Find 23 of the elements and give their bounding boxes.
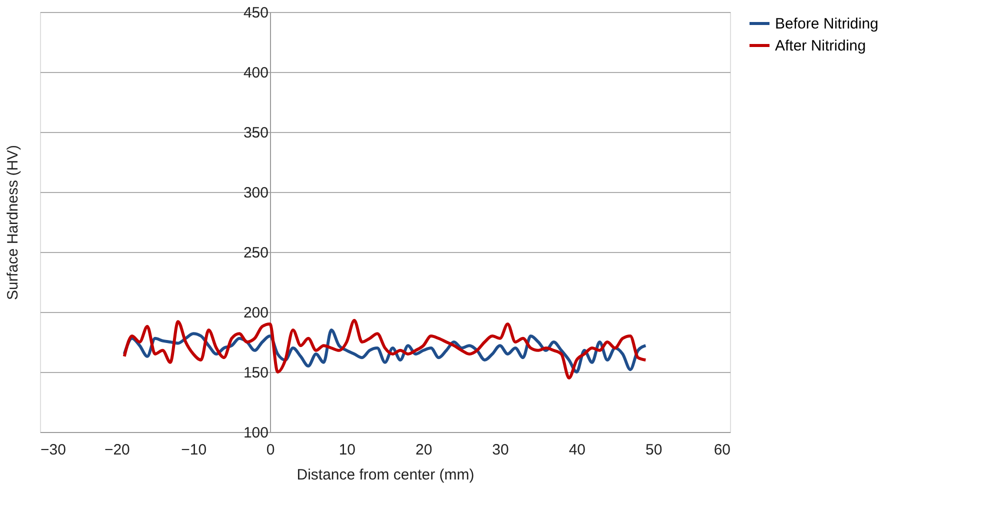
x-tick-label: 60 (714, 442, 730, 458)
legend-label: After Nitriding (775, 38, 866, 54)
y-tick-label: 200 (243, 304, 268, 322)
y-tick-label: 450 (243, 4, 268, 22)
x-tick-label: −30 (40, 442, 66, 458)
x-tick-label: 30 (492, 442, 509, 458)
x-tick-label: 40 (568, 442, 586, 458)
y-tick-label: 400 (243, 64, 268, 82)
y-tick-label: 150 (243, 364, 268, 382)
x-tick-label: 10 (338, 442, 356, 458)
x-tick-label: −20 (104, 442, 130, 458)
x-tick-label: 20 (415, 442, 432, 458)
y-axis-title: Surface Hardness (HV) (4, 144, 22, 300)
y-tick-label: 300 (243, 184, 268, 202)
x-axis-title: Distance from center (mm) (296, 466, 474, 484)
legend-label: Before Nitriding (775, 16, 878, 32)
x-tick-label: −10 (181, 442, 207, 458)
x-tick-label: 0 (266, 442, 275, 458)
y-tick-label: 100 (243, 424, 268, 442)
y-tick-label: 350 (243, 124, 268, 142)
line-series (122, 318, 648, 380)
y-tick-label: 250 (243, 244, 268, 262)
x-tick-label: 50 (645, 442, 662, 458)
